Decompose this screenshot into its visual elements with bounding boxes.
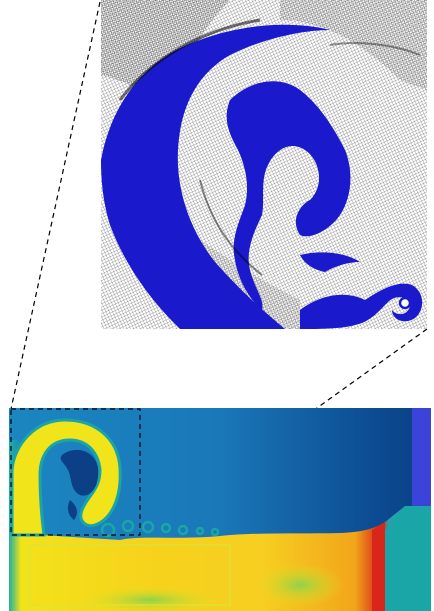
simulation-field (9, 408, 431, 611)
rollup-structure (10, 418, 122, 537)
zoom-guides (10, 1, 428, 536)
fluid-spiral (101, 24, 330, 330)
zoom-inset (101, 0, 427, 330)
